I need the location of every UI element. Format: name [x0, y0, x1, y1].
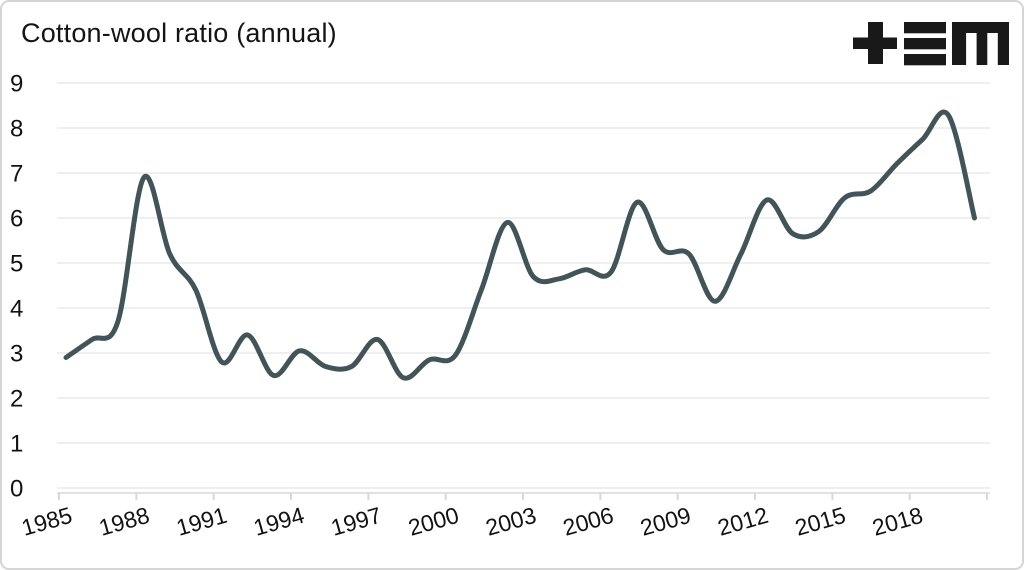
y-tick-label: 6 [10, 206, 23, 233]
x-tick-label: 2009 [637, 502, 693, 541]
y-tick-label: 3 [10, 341, 23, 368]
y-tick-label: 8 [10, 116, 23, 143]
x-tick-label: 2015 [792, 502, 848, 541]
x-tick-label: 1985 [19, 502, 75, 541]
x-tick-label: 1994 [251, 502, 308, 541]
y-tick-label: 2 [10, 386, 23, 413]
logo-m-icon [952, 22, 1009, 65]
y-tick-label: 4 [10, 296, 23, 323]
x-tick-label: 1991 [173, 502, 229, 541]
x-tick-label: 1988 [96, 502, 152, 541]
x-tick-label: 1997 [328, 502, 384, 541]
y-tick-label: 1 [10, 431, 23, 458]
x-tick-label: 2006 [560, 502, 616, 541]
y-tick-label: 9 [10, 71, 23, 98]
x-tick-label: 2000 [405, 502, 461, 541]
logo-plus-icon [853, 22, 897, 64]
x-tick-label: 2003 [483, 502, 539, 541]
tem-logo-icon [853, 22, 1009, 66]
cotton-wool-ratio-line [63, 109, 977, 381]
logo-triple-bar-icon [904, 22, 946, 66]
y-tick-label: 5 [10, 251, 23, 278]
y-tick-label: 0 [10, 476, 23, 503]
chart-title: Cotton-wool ratio (annual) [21, 18, 337, 48]
x-tick-label: 2018 [869, 502, 925, 541]
y-tick-label: 7 [10, 161, 23, 188]
x-tick-label: 2012 [715, 502, 771, 541]
